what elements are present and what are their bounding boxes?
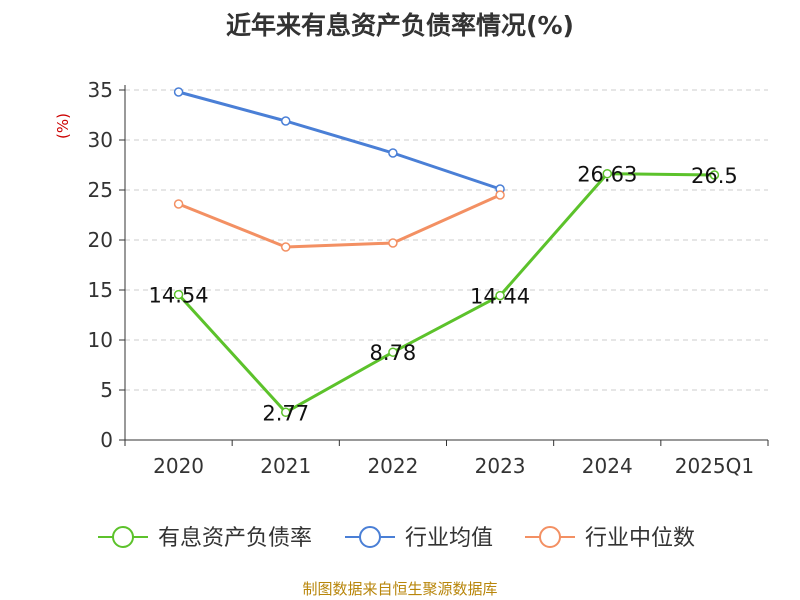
chart-title: 近年来有息资产负债率情况(%) [226, 11, 574, 40]
x-tick-label: 2020 [153, 454, 204, 478]
data-point [281, 407, 291, 418]
data-point [173, 87, 184, 97]
legend-label: 行业中位数 [585, 526, 695, 551]
series-line-0 [177, 172, 715, 414]
source-note: 制图数据来自恒生聚源数据库 [302, 580, 498, 598]
x-tick-label: 2023 [475, 454, 526, 478]
legend-marker [539, 526, 561, 548]
data-point [388, 148, 398, 158]
data-point [495, 190, 505, 200]
data-point [602, 168, 612, 179]
data-point [281, 116, 291, 126]
data-point [388, 238, 398, 248]
data-label: 8.78 [370, 341, 417, 365]
legend-label: 有息资产负债率 [158, 526, 312, 551]
data-label: 26.5 [691, 164, 738, 188]
x-tick-label: 2022 [367, 454, 418, 478]
y-tick-label: 10 [88, 328, 113, 352]
data-point [173, 199, 184, 209]
y-tick-label: 25 [88, 178, 113, 202]
data-point [281, 242, 291, 252]
x-tick-label: 2021 [260, 454, 311, 478]
series-line-2 [178, 193, 501, 249]
y-axis-label: (%) [54, 113, 72, 139]
data-label: 2.77 [262, 401, 309, 425]
y-tick-label: 0 [100, 428, 113, 452]
y-tick-label: 35 [88, 78, 113, 102]
x-tick-label: 2024 [582, 454, 633, 478]
x-tick-label: 2025Q1 [675, 454, 754, 478]
legend-marker [112, 526, 134, 548]
legend-marker [359, 526, 381, 548]
data-label: 14.44 [470, 285, 530, 309]
data-label: 26.63 [577, 163, 637, 187]
y-tick-label: 30 [88, 128, 113, 152]
data-point [709, 170, 720, 180]
y-tick-label: 20 [88, 228, 113, 252]
legend-label: 行业均值 [405, 526, 493, 551]
series-line-1 [178, 90, 501, 191]
data-point [495, 290, 505, 301]
data-point [173, 289, 184, 300]
data-label: 14.54 [149, 284, 209, 308]
data-point [388, 347, 398, 357]
y-tick-label: 15 [88, 278, 113, 302]
y-tick-label: 5 [100, 378, 113, 402]
